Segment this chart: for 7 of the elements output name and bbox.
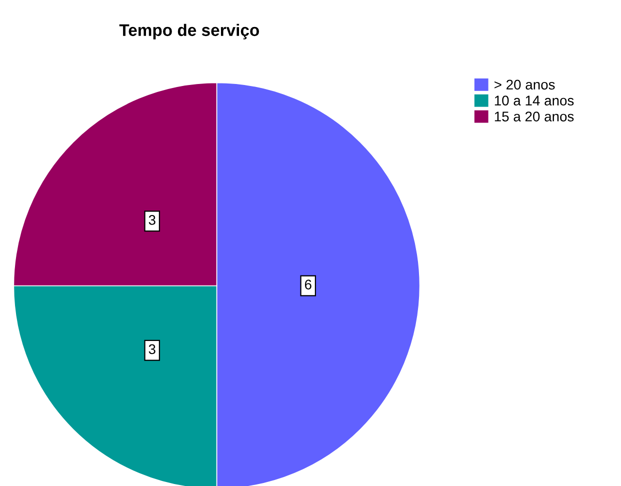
legend-label: 15 a 20 anos — [494, 112, 574, 122]
data-label: 3 — [148, 215, 156, 225]
legend-label: 10 a 14 anos — [494, 96, 574, 106]
legend-label: > 20 anos — [494, 80, 555, 90]
chart-title: Tempo de serviço — [119, 24, 259, 40]
data-label: 3 — [148, 344, 156, 354]
data-label: 6 — [304, 280, 312, 290]
